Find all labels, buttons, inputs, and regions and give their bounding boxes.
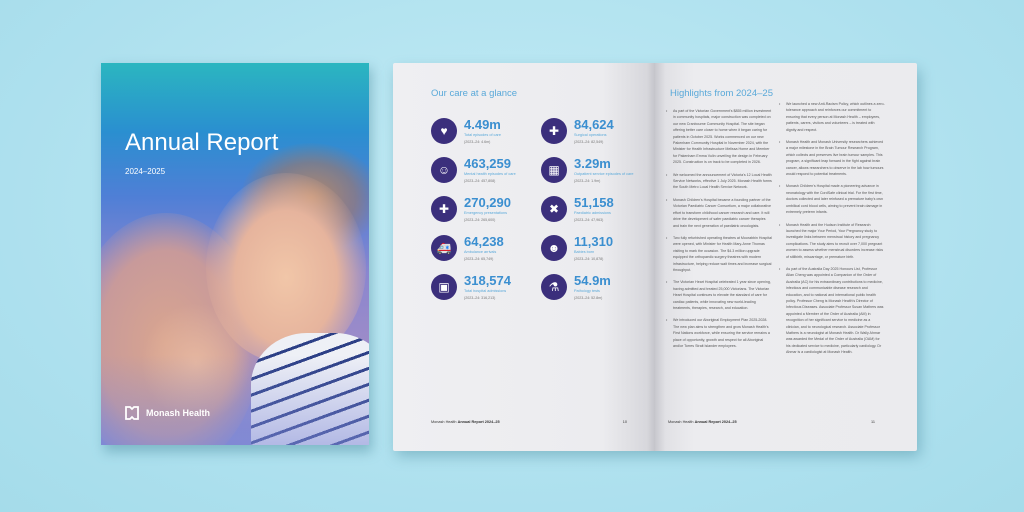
cover-title: Annual Report (125, 129, 279, 156)
stat-item: ⚗ 54.9m Pathology tests (2023–24: 52.8m) (541, 274, 611, 300)
page-footer: Monash Health Annual Report 2024–25 (431, 420, 500, 424)
stat-label: Paediatric admissions (574, 211, 611, 215)
highlight-item: As part of the Australia Day 2025 Honour… (779, 266, 885, 356)
stat-text: 84,624 Surgical operations (2023–24: 82,… (574, 118, 614, 144)
medical-cross-icon: ✚ (431, 196, 457, 222)
report-cover: Annual Report 2024–2025 Monash Health (101, 63, 369, 445)
highlight-item: Monash Children's Hospital made a pionee… (779, 183, 885, 215)
left-page: Our care at a glance ♥ 4.49m Total episo… (393, 63, 655, 451)
stat-item: ☺ 463,259 Mental health episodes of care… (431, 157, 516, 183)
stat-text: 3.29m Outpatient service episodes of car… (574, 157, 634, 183)
heart-hand-icon: ♥ (431, 118, 457, 144)
page-number: 10 (622, 420, 627, 424)
highlights-column-right: We launched a new Anti-Racism Policy, wh… (779, 101, 885, 362)
stat-label: Ambulance arrivals (464, 250, 497, 254)
stat-value: 51,158 (574, 195, 614, 210)
stat-text: 270,290 Emergency presentations (2023–24… (464, 196, 511, 222)
highlight-item: Monash Health and Monash University rese… (779, 139, 885, 177)
stat-value: 11,310 (574, 234, 614, 249)
surgery-table-icon: ✚ (541, 118, 567, 144)
stat-item: ☻ 11,310 Babies born (2023–24: 10,878) (541, 235, 613, 261)
stat-label: Mental health episodes of care (464, 172, 516, 176)
stat-item: ♥ 4.49m Total episodes of care (2023–24:… (431, 118, 501, 144)
stat-label: Outpatient service episodes of care (574, 172, 634, 176)
stat-value: 3.29m (574, 156, 611, 171)
stat-item: 🚑 64,238 Ambulance arrivals (2023–24: 65… (431, 235, 504, 261)
stat-text: 318,574 Total hospital admissions (2023–… (464, 274, 511, 300)
stat-label: Total episodes of care (464, 133, 501, 137)
cover-year: 2024–2025 (125, 167, 166, 176)
highlight-item: As part of the Victorian Government's $8… (666, 108, 772, 166)
stat-text: 11,310 Babies born (2023–24: 10,878) (574, 235, 613, 261)
highlight-item: Monash Health and the Hudson Institute o… (779, 222, 885, 260)
stat-value: 4.49m (464, 117, 501, 132)
stat-previous-year: (2023–24: 65,749) (464, 257, 494, 261)
highlight-item: We welcomed the announcement of Victoria… (666, 172, 772, 191)
monash-health-logo: Monash Health (124, 405, 210, 421)
stat-item: ▦ 3.29m Outpatient service episodes of c… (541, 157, 634, 183)
highlight-item: The Victorian Heart Hospital celebrated … (666, 279, 772, 311)
microscope-icon: ⚗ (541, 274, 567, 300)
stat-text: 4.49m Total episodes of care (2023–24: 4… (464, 118, 501, 144)
footer-title: Annual Report 2024–25 (457, 420, 500, 424)
stat-previous-year: (2023–24: 47,963) (574, 218, 604, 222)
stat-value: 84,624 (574, 117, 614, 132)
ambulance-icon: 🚑 (431, 235, 457, 261)
stat-value: 64,238 (464, 234, 504, 249)
footer-org: Monash Health (431, 420, 458, 424)
footer-org: Monash Health (668, 420, 695, 424)
bandage-icon: ✖ (541, 196, 567, 222)
stat-item: ▣ 318,574 Total hospital admissions (202… (431, 274, 511, 300)
baby-icon: ☻ (541, 235, 567, 261)
page-footer: Monash Health Annual Report 2024–25 (668, 420, 737, 424)
stat-previous-year: (2023–24: 82,549) (574, 140, 604, 144)
page-title: Highlights from 2024–25 (670, 88, 773, 99)
monash-logo-icon (125, 406, 139, 420)
stat-previous-year: (2023–24: 10,878) (574, 257, 604, 261)
highlight-item: Monash Children's Hospital became a foun… (666, 197, 772, 229)
stat-text: 54.9m Pathology tests (2023–24: 52.8m) (574, 274, 611, 300)
stat-label: Babies born (574, 250, 595, 254)
stat-value: 463,259 (464, 156, 511, 171)
stat-label: Emergency presentations (464, 211, 508, 215)
stat-item: ✚ 84,624 Surgical operations (2023–24: 8… (541, 118, 614, 144)
stat-text: 51,158 Paediatric admissions (2023–24: 4… (574, 196, 614, 222)
stat-item: ✖ 51,158 Paediatric admissions (2023–24:… (541, 196, 614, 222)
stat-text: 463,259 Mental health episodes of care (… (464, 157, 516, 183)
highlight-item: Two fully refurbished operating theatres… (666, 235, 772, 273)
footer-title: Annual Report 2024–25 (694, 420, 737, 424)
stat-value: 318,574 (464, 273, 511, 288)
stat-item: ✚ 270,290 Emergency presentations (2023–… (431, 196, 511, 222)
stat-label: Pathology tests (574, 289, 600, 293)
stat-previous-year: (2023–24: 4.6m) (464, 140, 491, 144)
highlight-item: We introduced our Aboriginal Employment … (666, 317, 772, 349)
highlights-column-left: As part of the Victorian Government's $8… (666, 108, 772, 355)
logo-text: Monash Health (146, 407, 211, 418)
highlight-item: We launched a new Anti-Racism Policy, wh… (779, 101, 885, 133)
stat-text: 64,238 Ambulance arrivals (2023–24: 65,7… (464, 235, 504, 261)
hospital-icon: ▣ (431, 274, 457, 300)
page-number: 11 (871, 420, 875, 424)
mental-health-icon: ☺ (431, 157, 457, 183)
stat-previous-year: (2023–24: 265,600) (464, 218, 496, 222)
stat-previous-year: (2023–24: 1.9m) (574, 179, 601, 183)
stat-previous-year: (2023–24: 457,808) (464, 179, 496, 183)
stat-value: 270,290 (464, 195, 511, 210)
stat-previous-year: (2023–24: 52.8m) (574, 296, 603, 300)
stat-label: Total hospital admissions (464, 289, 507, 293)
right-page: Highlights from 2024–25 As part of the V… (655, 63, 917, 451)
calendar-icon: ▦ (541, 157, 567, 183)
cover-gradient (101, 355, 369, 445)
stat-previous-year: (2023–24: 316,213) (464, 296, 496, 300)
stat-value: 54.9m (574, 273, 611, 288)
page-title: Our care at a glance (431, 88, 518, 99)
stat-label: Surgical operations (574, 133, 607, 137)
